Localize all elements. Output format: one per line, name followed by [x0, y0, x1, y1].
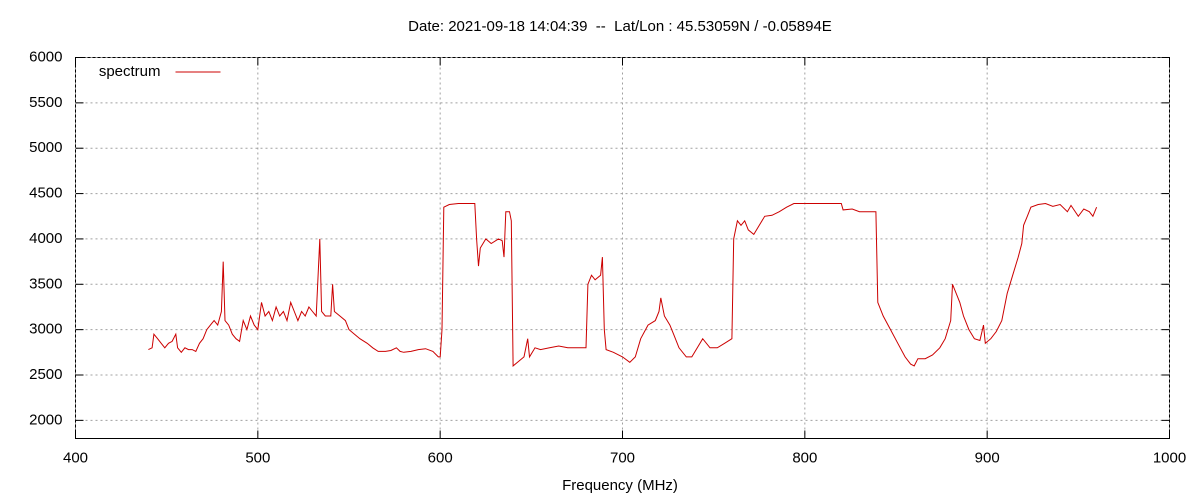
x-tick-label: 800 — [792, 449, 817, 466]
x-tick-label: 600 — [428, 449, 453, 466]
y-tick-label: 5500 — [29, 94, 62, 111]
y-tick-label: 4000 — [29, 230, 62, 247]
y-tick-label: 3000 — [29, 321, 62, 338]
chart-title: Date: 2021-09-18 14:04:39 -- Lat/Lon : 4… — [408, 18, 832, 35]
x-tick-label: 500 — [245, 449, 270, 466]
x-axis-label: Frequency (MHz) — [562, 477, 678, 494]
line-series — [148, 202, 1098, 367]
x-tick-label: 1000 — [1153, 449, 1186, 466]
x-tick-label: 400 — [63, 449, 88, 466]
y-tick-label: 2500 — [29, 366, 62, 383]
x-tick-label: 700 — [610, 449, 635, 466]
y-tick-label: 6000 — [29, 48, 62, 65]
legend-label: spectrum — [99, 63, 161, 80]
y-tick-label: 2000 — [29, 411, 62, 428]
y-tick-label: 3500 — [29, 275, 62, 292]
x-tick-label: 900 — [975, 449, 1000, 466]
y-tick-label: 5000 — [29, 139, 62, 156]
y-tick-label: 4500 — [29, 185, 62, 202]
